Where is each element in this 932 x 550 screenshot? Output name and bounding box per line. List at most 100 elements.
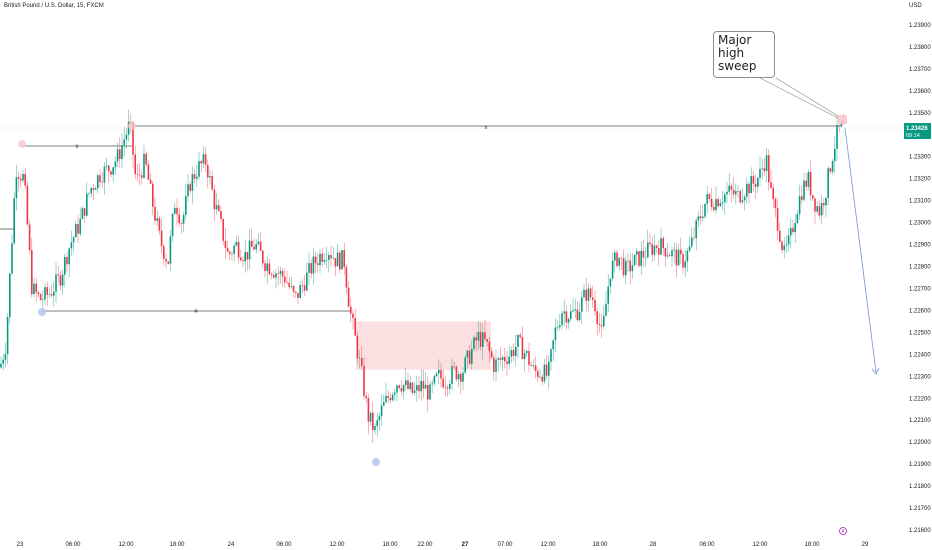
- time-tick-label: 06:00: [65, 542, 81, 548]
- swing-low-marker[interactable]: [38, 308, 46, 316]
- candle-body: [829, 168, 832, 172]
- candle-body: [248, 240, 251, 260]
- candle-body: [741, 200, 744, 203]
- candle-body: [609, 278, 612, 287]
- candle-body: [636, 251, 638, 255]
- candle-body: [259, 241, 262, 251]
- candle-body: [59, 275, 62, 286]
- candle-body: [352, 313, 354, 319]
- candle-body: [427, 384, 429, 400]
- candle-body: [46, 287, 48, 295]
- candle-body: [677, 249, 680, 266]
- candle-body: [64, 257, 66, 275]
- candle-body: [110, 171, 112, 175]
- candle-body: [123, 139, 125, 146]
- candle-body: [416, 385, 418, 391]
- candle-body: [501, 357, 504, 360]
- candle-body: [803, 180, 805, 200]
- candle-body: [11, 243, 13, 274]
- swing-high-marker[interactable]: [18, 140, 26, 148]
- candle-body: [466, 350, 469, 358]
- time-tick-label: 12:00: [540, 542, 556, 548]
- premium-zone-box[interactable]: [356, 321, 491, 370]
- major-high-sweep-callout[interactable]: Major high sweep: [713, 31, 775, 78]
- bar-countdown: 09:14: [906, 133, 920, 139]
- candle-body: [717, 199, 719, 207]
- price-tick-label: 1.23300: [909, 155, 931, 161]
- candle-body: [209, 176, 211, 178]
- price-tick-label: 1.22500: [909, 330, 931, 336]
- candle-body: [75, 224, 77, 238]
- candle-body: [394, 392, 396, 395]
- candle-body: [299, 285, 301, 298]
- candle-body: [451, 366, 453, 385]
- candle-body: [292, 286, 295, 292]
- candle-body: [570, 311, 572, 320]
- candle-body: [772, 187, 774, 200]
- candle-body: [193, 174, 196, 179]
- candle-body: [532, 365, 535, 367]
- swing-low-marker[interactable]: [372, 458, 380, 466]
- candle-body: [301, 285, 304, 286]
- candle-body: [728, 185, 730, 192]
- candle-body: [556, 327, 559, 328]
- candle-body: [253, 246, 255, 250]
- candle-body: [180, 223, 183, 224]
- candle-body: [365, 395, 367, 399]
- time-tick-label: 12:00: [752, 542, 768, 548]
- candle-body: [477, 331, 480, 341]
- candle-body: [42, 299, 44, 301]
- candle-body: [330, 255, 332, 259]
- candle-body: [691, 237, 693, 247]
- candle-body: [24, 173, 26, 186]
- candle-body: [545, 364, 548, 376]
- candle-body: [759, 168, 761, 178]
- candle-body: [704, 203, 706, 217]
- time-tick-label: 23: [17, 542, 24, 548]
- candle-body: [28, 224, 31, 251]
- candle-body: [431, 383, 433, 385]
- candle-body: [389, 397, 392, 401]
- candle-body: [662, 238, 664, 249]
- candle-body: [213, 189, 216, 210]
- candle-body: [506, 361, 508, 364]
- candle-body: [528, 351, 530, 366]
- candle-body: [719, 203, 722, 207]
- candle-body: [376, 420, 378, 427]
- swing-high-marker[interactable]: [128, 122, 136, 130]
- candle-body: [312, 256, 315, 274]
- time-axis: 23 06:00 12:00 18:00 24 06:00 12:00 18:00 22:00 2…: [17, 542, 869, 548]
- sweep-high-marker[interactable]: [838, 115, 847, 124]
- candle-body: [68, 248, 70, 265]
- candle-body: [70, 242, 73, 249]
- event-flag-icon[interactable]: [839, 527, 847, 535]
- candle-body: [31, 250, 33, 295]
- price-tick-label: 1.22700: [909, 286, 931, 292]
- candle-body: [97, 175, 99, 189]
- event-flag-glyph: ¥: [842, 529, 845, 535]
- projection-line[interactable]: [844, 127, 877, 373]
- candle-body: [585, 289, 587, 301]
- candle-body: [543, 364, 546, 382]
- candle-body: [776, 208, 779, 231]
- candle-body: [735, 191, 737, 195]
- candle-body: [332, 258, 334, 259]
- candle-body: [499, 358, 502, 360]
- candle-body: [435, 373, 438, 376]
- candle-body: [763, 168, 766, 171]
- candle-body: [409, 382, 411, 389]
- candle-body: [224, 240, 227, 248]
- candle-body: [264, 263, 266, 271]
- candle-body: [13, 198, 15, 244]
- candle-body: [83, 208, 86, 216]
- candle-body: [548, 361, 550, 376]
- candle-body: [631, 265, 634, 272]
- candle-body: [79, 218, 81, 234]
- swing-markers: ¥: [18, 115, 847, 535]
- candle-body: [240, 257, 242, 261]
- candle-body: [99, 175, 101, 183]
- candle-body: [356, 335, 359, 359]
- candle-body: [787, 235, 790, 245]
